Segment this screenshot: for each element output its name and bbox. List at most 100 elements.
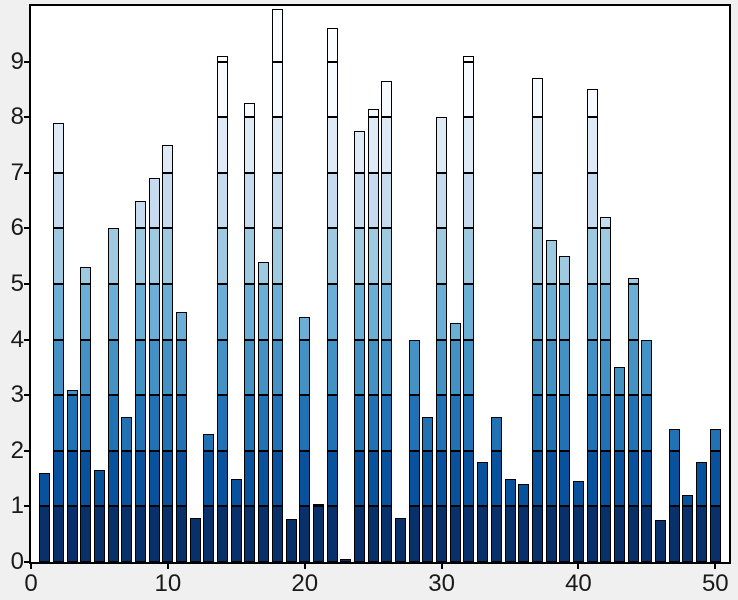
- bar-segment: [572, 481, 584, 507]
- bar-segment: [162, 228, 174, 284]
- bar-segment: [381, 284, 393, 340]
- bar-segment: [600, 450, 612, 507]
- bar-35: [504, 478, 516, 562]
- bar-37: [531, 78, 543, 562]
- bar-segment: [107, 450, 119, 507]
- bar-segment: [586, 506, 598, 562]
- bar-segment: [600, 339, 612, 396]
- bar-segment: [586, 450, 598, 507]
- bar-42: [600, 217, 612, 562]
- bar-segment: [381, 395, 393, 451]
- bar-segment: [449, 395, 461, 451]
- bar-segment: [655, 520, 667, 562]
- bar-segment: [696, 506, 708, 562]
- y-tick: [24, 505, 29, 508]
- bar-segment: [258, 450, 270, 507]
- bar-segment: [696, 461, 708, 507]
- bar-43: [614, 367, 625, 562]
- bar-segment: [299, 317, 311, 340]
- y-tick-label: 2: [10, 436, 24, 464]
- y-tick-label: 4: [10, 325, 24, 353]
- bar-segment: [395, 517, 407, 562]
- y-tick: [24, 283, 29, 285]
- bar-34: [490, 417, 502, 562]
- x-tick: [440, 564, 443, 569]
- bar-segment: [367, 284, 379, 340]
- bar-segment: [39, 506, 51, 562]
- bar-11: [176, 311, 188, 562]
- bar-segment: [162, 506, 174, 562]
- bar-segment: [545, 395, 557, 451]
- bar-segment: [682, 506, 694, 562]
- bar-segment: [408, 339, 420, 396]
- bar-segment: [353, 339, 365, 396]
- bar-segment: [531, 339, 543, 396]
- bar-segment: [422, 450, 434, 507]
- bar-segment: [134, 200, 146, 229]
- bar-1: [39, 473, 51, 562]
- bar-segment: [148, 339, 160, 396]
- bar-segment: [627, 395, 639, 451]
- bar-28: [408, 339, 420, 562]
- bar-segment: [531, 450, 543, 507]
- bar-segment: [490, 506, 502, 562]
- bar-segment: [217, 172, 229, 229]
- bar-segment: [408, 450, 420, 507]
- bar-segment: [477, 506, 489, 562]
- bar-25: [367, 108, 379, 562]
- bar-segment: [258, 339, 270, 396]
- bar-segment: [586, 339, 598, 396]
- bar-segment: [217, 506, 229, 562]
- y-tick-label: 8: [10, 103, 24, 131]
- bar-segment: [230, 506, 242, 562]
- bar-segment: [217, 117, 229, 173]
- bar-segment: [271, 284, 283, 340]
- bar-segment: [353, 228, 365, 284]
- bar-segment: [162, 339, 174, 396]
- bar-segment: [80, 506, 92, 562]
- bar-segment: [244, 228, 256, 284]
- bar-segment: [203, 506, 215, 562]
- bar-32: [463, 56, 475, 562]
- bar-segment: [134, 506, 146, 562]
- y-tick: [24, 449, 29, 452]
- bar-9: [148, 178, 160, 562]
- bar-segment: [668, 450, 680, 507]
- x-tick: [303, 564, 306, 569]
- bar-segment: [463, 172, 475, 229]
- bar-8: [134, 200, 146, 562]
- bar-49: [696, 461, 708, 562]
- bar-23: [340, 558, 352, 562]
- y-tick-label: 3: [10, 381, 24, 409]
- bar-4: [80, 267, 92, 562]
- bar-segment: [518, 484, 530, 507]
- bar-46: [655, 520, 667, 562]
- bar-segment: [326, 395, 338, 451]
- bar-segment: [614, 450, 625, 507]
- y-tick: [24, 60, 29, 63]
- bar-segment: [408, 506, 420, 562]
- bar-segment: [244, 450, 256, 507]
- bar-segment: [627, 506, 639, 562]
- y-tick: [24, 338, 29, 341]
- bar-segment: [353, 506, 365, 562]
- bar-24: [353, 131, 365, 562]
- y-tick-label: 0: [10, 548, 24, 575]
- bar-segment: [600, 395, 612, 451]
- bar-segment: [52, 122, 64, 173]
- bar-segment: [189, 517, 201, 562]
- x-tick: [577, 564, 580, 569]
- bar-segment: [463, 450, 475, 507]
- bar-segment: [271, 117, 283, 173]
- bar-segment: [627, 450, 639, 507]
- bar-segment: [312, 503, 324, 507]
- bar-segment: [121, 450, 133, 507]
- y-tick: [24, 394, 29, 397]
- bar-29: [422, 417, 434, 562]
- bar-segment: [134, 284, 146, 340]
- bar-segment: [381, 339, 393, 396]
- bar-segment: [326, 284, 338, 340]
- bar-segment: [504, 478, 516, 507]
- bar-segment: [176, 395, 188, 451]
- bar-segment: [162, 450, 174, 507]
